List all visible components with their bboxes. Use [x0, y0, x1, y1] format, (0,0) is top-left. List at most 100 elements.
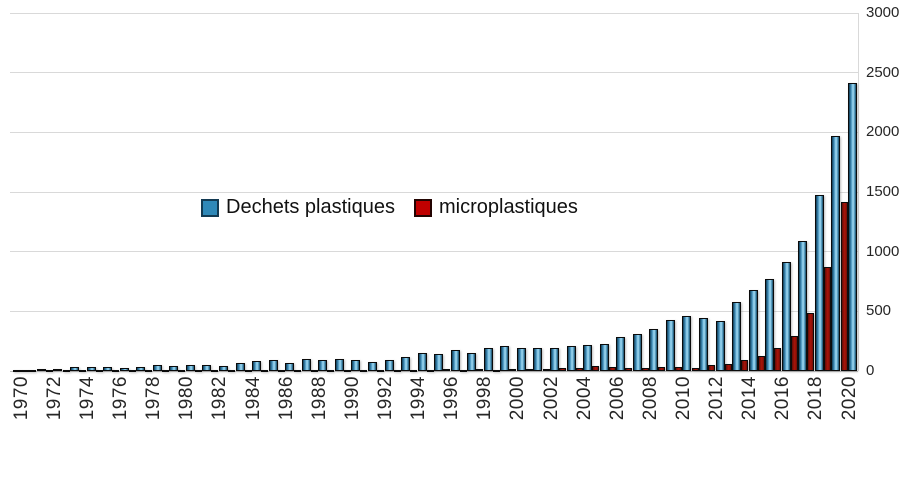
- bar-dechets-plastiques: [848, 82, 857, 371]
- bar-dechets-plastiques: [616, 336, 626, 371]
- y-tick-label: 1000: [866, 242, 900, 260]
- bar-dechets-plastiques: [632, 333, 642, 371]
- gridline: [10, 12, 858, 14]
- x-tick-label: 1984: [242, 376, 264, 421]
- bar-dechets-plastiques: [401, 357, 411, 371]
- x-tick-label: 1980: [176, 376, 198, 421]
- legend-label-microplastiques: microplastiques: [438, 196, 578, 218]
- x-tick-label: 2000: [507, 376, 529, 421]
- bar-microplastiques: [608, 367, 616, 371]
- bar-dechets-plastiques: [765, 279, 775, 371]
- x-tick-label: 1990: [341, 376, 363, 421]
- bar-microplastiques: [674, 366, 682, 371]
- bar-dechets-plastiques: [599, 343, 609, 371]
- gridline: [10, 72, 858, 74]
- bar-microplastiques: [161, 370, 169, 372]
- bar-dechets-plastiques: [235, 362, 245, 371]
- bar-dechets-plastiques: [70, 366, 79, 371]
- bar-microplastiques: [12, 370, 20, 372]
- bar-dechets-plastiques: [831, 136, 841, 371]
- bar-dechets-plastiques: [516, 348, 526, 371]
- bar-dechets-plastiques: [268, 360, 278, 371]
- bar-dechets-plastiques: [699, 318, 709, 371]
- bar-microplastiques: [691, 367, 699, 371]
- bar-microplastiques: [244, 370, 252, 372]
- bar-microplastiques: [426, 370, 434, 372]
- x-axis-line: [10, 370, 858, 372]
- x-tick-label: 1992: [375, 376, 397, 421]
- bar-microplastiques: [774, 347, 782, 371]
- bar-dechets-plastiques: [467, 352, 477, 371]
- legend-item-microplastiques: microplastiques: [413, 196, 578, 219]
- bar-microplastiques: [724, 363, 732, 371]
- bar-microplastiques: [178, 370, 186, 372]
- bar-dechets-plastiques: [434, 353, 444, 371]
- bar-microplastiques: [641, 367, 649, 371]
- bar-microplastiques: [443, 369, 451, 372]
- bar-microplastiques: [592, 366, 600, 371]
- bar-dechets-plastiques: [285, 363, 295, 371]
- gridline: [10, 310, 858, 312]
- bar-dechets-plastiques: [732, 302, 742, 371]
- bar-dechets-plastiques: [36, 369, 46, 372]
- gridline: [10, 191, 858, 193]
- x-tick-label: 1996: [441, 376, 463, 421]
- bar-microplastiques: [393, 370, 401, 372]
- bar-microplastiques: [410, 369, 418, 372]
- bar-microplastiques: [145, 370, 153, 372]
- bar-microplastiques: [559, 368, 567, 371]
- bar-microplastiques: [112, 370, 120, 372]
- x-tick-label: 1976: [110, 376, 132, 421]
- bar-microplastiques: [741, 359, 749, 371]
- bar-dechets-plastiques: [798, 240, 808, 371]
- bar-microplastiques: [840, 201, 848, 371]
- bar-microplastiques: [310, 370, 318, 372]
- x-tick-label: 2006: [606, 376, 628, 421]
- bar-microplastiques: [194, 370, 202, 372]
- bar-dechets-plastiques: [318, 360, 328, 371]
- x-tick-label: 2002: [540, 376, 562, 421]
- bar-microplastiques: [261, 370, 269, 372]
- bar-dechets-plastiques: [119, 368, 129, 371]
- bar-dechets-plastiques: [202, 365, 212, 371]
- bar-microplastiques: [807, 312, 815, 371]
- x-tick-label: 1994: [408, 376, 430, 421]
- bar-dechets-plastiques: [384, 360, 394, 371]
- legend-label-dechets-plastiques: Dechets plastiques: [226, 196, 395, 218]
- y-tick-label: 3000: [866, 4, 900, 21]
- bar-dechets-plastiques: [351, 360, 361, 371]
- bar-microplastiques: [476, 368, 484, 371]
- x-tick-label: 2018: [805, 376, 827, 421]
- bar-dechets-plastiques: [665, 320, 675, 371]
- x-tick-label: 1998: [474, 376, 496, 421]
- y-tick-label: 2000: [866, 123, 900, 141]
- bar-microplastiques: [211, 370, 219, 372]
- bar-dechets-plastiques: [483, 347, 493, 371]
- x-tick-label: 2008: [639, 376, 661, 421]
- y-tick-label: 0: [866, 362, 875, 379]
- legend-item-dechets-plastiques: Dechets plastiques: [201, 196, 395, 219]
- x-tick-label: 1972: [43, 376, 65, 421]
- chart-legend: Dechets plastiques microplastiques: [201, 196, 588, 219]
- bar-microplastiques: [525, 368, 533, 371]
- y-tick-label: 1500: [866, 183, 900, 200]
- plot-right-border: [858, 13, 859, 371]
- bar-microplastiques: [327, 370, 335, 372]
- bar-dechets-plastiques: [417, 352, 427, 371]
- x-tick-label: 1978: [143, 376, 165, 421]
- bar-microplastiques: [128, 370, 136, 372]
- gridline: [10, 131, 858, 133]
- bar-microplastiques: [228, 370, 236, 372]
- y-tick-label: 2500: [866, 63, 900, 81]
- bar-dechets-plastiques: [550, 347, 560, 371]
- bar-dechets-plastiques: [334, 359, 344, 371]
- bar-dechets-plastiques: [781, 261, 791, 371]
- x-tick-label: 2020: [838, 376, 860, 421]
- bar-microplastiques: [343, 369, 351, 372]
- x-tick-label: 2004: [573, 376, 595, 421]
- bar-dechets-plastiques: [20, 369, 30, 372]
- bar-dechets-plastiques: [533, 347, 543, 371]
- bar-microplastiques: [823, 266, 831, 371]
- bar-microplastiques: [757, 356, 765, 371]
